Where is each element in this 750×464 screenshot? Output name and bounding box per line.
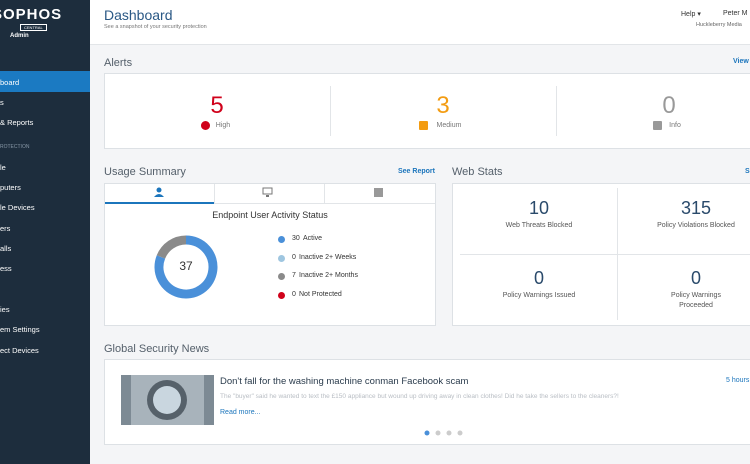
legend-label: Active bbox=[303, 235, 323, 242]
nav-item[interactable]: board bbox=[0, 78, 20, 87]
stat-count: 10 bbox=[528, 198, 550, 218]
nav-item[interactable]: s bbox=[0, 98, 4, 107]
legend-dot bbox=[278, 255, 285, 262]
alerts-panel bbox=[104, 73, 750, 149]
tab-icons[interactable] bbox=[150, 186, 390, 200]
tab-bar bbox=[105, 203, 435, 204]
role: Admin bbox=[10, 33, 29, 39]
alert-count: 0 bbox=[662, 92, 676, 119]
help-menu[interactable]: Help ▾ bbox=[681, 11, 701, 18]
link[interactable]: View bbox=[733, 58, 749, 65]
user-name[interactable]: Peter M bbox=[723, 10, 748, 17]
nav-item[interactable]: le bbox=[0, 163, 6, 172]
legend-count: 0 bbox=[292, 254, 296, 261]
tab-divider bbox=[214, 184, 215, 203]
alert-label: Info bbox=[669, 122, 681, 129]
divider bbox=[556, 86, 557, 136]
donut bbox=[154, 235, 218, 299]
legend-dot bbox=[278, 292, 285, 299]
tab-divider bbox=[324, 184, 325, 203]
carousel-dots[interactable] bbox=[422, 429, 466, 437]
stat-count: 0 bbox=[533, 268, 544, 288]
alert-count: 3 bbox=[436, 92, 450, 119]
stat-label: Policy Violations Blocked bbox=[657, 222, 735, 229]
nav-item[interactable]: & Reports bbox=[0, 118, 34, 127]
link[interactable]: S bbox=[745, 168, 750, 175]
alert-icon bbox=[419, 121, 428, 130]
nav-item[interactable]: ess bbox=[0, 264, 12, 273]
link[interactable]: See Report bbox=[398, 168, 435, 175]
legend-label: Not Protected bbox=[299, 291, 342, 298]
divider bbox=[330, 86, 331, 136]
legend-label: Inactive 2+ Months bbox=[299, 272, 358, 279]
chart-title: Endpoint User Activity Status bbox=[212, 210, 328, 220]
tab-active[interactable] bbox=[105, 202, 214, 204]
section-title: Usage Summary bbox=[104, 166, 186, 178]
section-title: Alerts bbox=[104, 57, 133, 69]
nav-item[interactable]: le Devices bbox=[0, 203, 35, 212]
section-title: Web Stats bbox=[452, 166, 503, 178]
active-nav bbox=[0, 71, 90, 92]
company: Huckleberry Media bbox=[696, 22, 742, 28]
news-summary: The "buyer" said he wanted to text the £… bbox=[220, 393, 619, 400]
page-subtitle: See a snapshot of your security protecti… bbox=[104, 24, 207, 30]
legend-label: Inactive 2+ Weeks bbox=[299, 254, 357, 261]
stat-label: Policy Warnings Proceeded bbox=[671, 292, 721, 309]
stat-label: Web Threats Blocked bbox=[505, 222, 573, 229]
alert-label: Medium bbox=[436, 122, 462, 129]
stat-count: 315 bbox=[680, 198, 712, 218]
alert-count: 5 bbox=[210, 92, 224, 119]
news-image bbox=[121, 375, 214, 425]
legend-count: 0 bbox=[292, 291, 296, 298]
sidebar bbox=[0, 0, 90, 464]
stat-label: Policy Warnings Issued bbox=[502, 292, 576, 299]
nav-item: ROTECTION bbox=[0, 144, 30, 150]
header bbox=[90, 0, 750, 45]
legend-count: 7 bbox=[292, 272, 296, 279]
page-title: Dashboard bbox=[104, 7, 173, 23]
news-headline[interactable]: Don't fall for the washing machine conma… bbox=[220, 376, 469, 387]
legend-count: 30 bbox=[292, 235, 300, 242]
logo: SOPHOS bbox=[0, 6, 63, 23]
donut-segment bbox=[156, 235, 187, 259]
alert-icon bbox=[653, 121, 662, 130]
legend-dot bbox=[278, 236, 285, 243]
read-more[interactable]: Read more... bbox=[220, 409, 261, 416]
news-time: 5 hours bbox=[726, 377, 750, 384]
divider bbox=[460, 254, 750, 255]
legend-dot bbox=[278, 273, 285, 280]
nav-item[interactable]: puters bbox=[0, 183, 21, 192]
nav-item[interactable]: ers bbox=[0, 224, 11, 233]
logo-sub: CENTRAL bbox=[20, 24, 47, 31]
help[interactable]: Help bbox=[681, 11, 696, 18]
nav-item[interactable]: ect Devices bbox=[0, 346, 39, 355]
stat-count: 0 bbox=[690, 268, 701, 288]
donut-total: 37 bbox=[179, 259, 193, 273]
nav-item[interactable]: alls bbox=[0, 244, 12, 253]
nav-item[interactable]: ies bbox=[0, 305, 10, 314]
alert-label: High bbox=[215, 122, 231, 129]
donut-segment bbox=[154, 235, 218, 299]
nav-item[interactable]: em Settings bbox=[0, 325, 40, 334]
section-title: Global Security News bbox=[104, 343, 210, 355]
alert-icon bbox=[201, 121, 210, 130]
